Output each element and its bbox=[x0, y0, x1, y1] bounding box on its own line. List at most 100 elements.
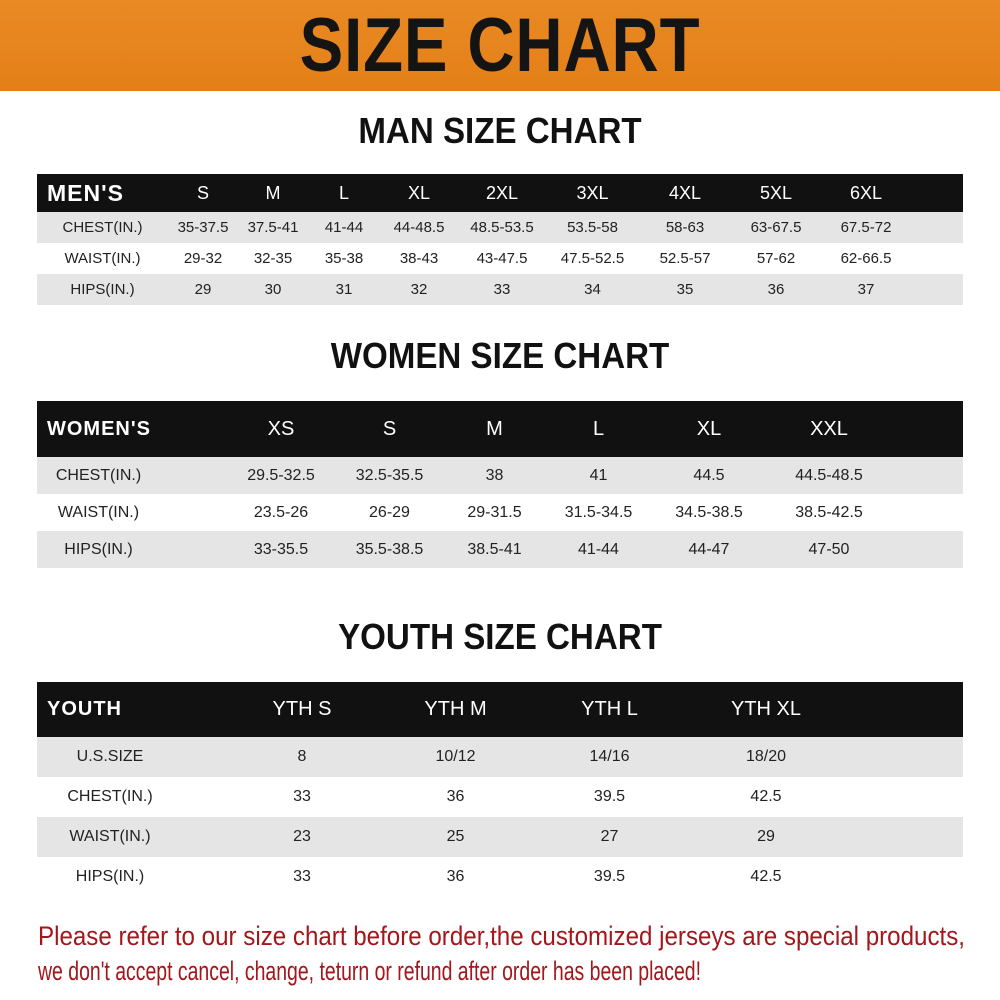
table-row: CHEST(IN.) 29.5-32.5 32.5-35.5 38 41 44.5 44.5… bbox=[37, 457, 963, 494]
table-row: CHEST(IN.) 33 36 39.5 42.5 bbox=[37, 777, 963, 817]
measurement-cell: 43-47.5 bbox=[476, 250, 528, 267]
women-section-title: WOMEN SIZE CHART bbox=[0, 338, 1000, 374]
measurement-cell: 37 bbox=[857, 281, 875, 298]
measurement-cell: 41-44 bbox=[324, 219, 364, 236]
measurement-cell: 38-43 bbox=[399, 250, 439, 267]
size-header: YTH L bbox=[581, 698, 638, 720]
measurement-cell: 33 bbox=[293, 788, 311, 805]
measurement-cell: 36 bbox=[446, 788, 465, 805]
measurement-cell: 10/12 bbox=[435, 748, 476, 765]
measurement-cell: 44.5-48.5 bbox=[795, 466, 863, 484]
size-chart-banner: SIZE CHART bbox=[0, 0, 1000, 91]
measurement-cell: 48.5-53.5 bbox=[470, 219, 534, 236]
youth-section-title: YOUTH SIZE CHART bbox=[0, 619, 1000, 655]
table-row: WAIST(IN.) 29-32 32-35 35-38 38-43 43-47.5 47.… bbox=[37, 243, 963, 274]
measurement-cell: 29 bbox=[194, 281, 212, 298]
size-header: YTH M bbox=[424, 698, 487, 720]
measurement-cell: 47-50 bbox=[808, 540, 850, 558]
measurement-cell: 29.5-32.5 bbox=[247, 466, 315, 484]
table-row: CHEST(IN.) 35-37.5 37.5-41 41-44 44-48.5 48.5… bbox=[37, 212, 963, 243]
size-header: XXL bbox=[810, 417, 848, 440]
measurement-cell: 32.5-35.5 bbox=[355, 466, 424, 484]
size-header: 4XL bbox=[668, 182, 702, 203]
measurement-cell: 23.5-26 bbox=[253, 503, 309, 521]
measurement-cell: 34 bbox=[584, 281, 601, 298]
size-header: YTH S bbox=[272, 698, 332, 720]
table-row: WAIST(IN.) 23.5-26 26-29 29-31.5 31.5-34.5 34… bbox=[37, 494, 963, 531]
table-header-row: YOUTH YTH S YTH M YTH L YTH XL bbox=[37, 682, 963, 737]
measurement-cell: 32 bbox=[410, 281, 428, 298]
measurement-cell: 35-37.5 bbox=[177, 219, 229, 236]
size-header: L bbox=[592, 417, 605, 440]
measurement-cell: 32-35 bbox=[253, 250, 293, 267]
measurement-cell: 42.5 bbox=[750, 868, 782, 885]
measurement-cell: 18/20 bbox=[745, 748, 787, 765]
size-header: XS bbox=[267, 417, 295, 440]
measurement-cell: 52.5-57 bbox=[659, 250, 711, 267]
men-title-text: MAN SIZE CHART bbox=[358, 110, 642, 151]
measurement-cell: 23 bbox=[293, 828, 311, 845]
size-header: M bbox=[265, 182, 281, 203]
size-header: XL bbox=[696, 417, 722, 440]
measurement-cell: 14/16 bbox=[589, 748, 630, 765]
measurement-cell: 44-47 bbox=[688, 540, 730, 558]
table-row: HIPS(IN.) 33 36 39.5 42.5 bbox=[37, 857, 963, 897]
measurement-cell: 44.5 bbox=[693, 466, 725, 484]
youth-title-text: YOUTH SIZE CHART bbox=[338, 616, 662, 657]
measurement-cell: 42.5 bbox=[750, 788, 782, 805]
size-header: S bbox=[382, 417, 397, 440]
measurement-cell: 36 bbox=[767, 281, 785, 298]
table-row: HIPS(IN.) 29 30 31 32 33 34 35 36 37 bbox=[37, 274, 963, 305]
row-label: WAIST(IN.) bbox=[64, 250, 141, 267]
table-header-label: MEN'S bbox=[47, 179, 124, 206]
row-label: U.S.SIZE bbox=[76, 748, 144, 765]
row-label: HIPS(IN.) bbox=[70, 281, 135, 298]
measurement-cell: 47.5-52.5 bbox=[560, 250, 625, 267]
row-label: CHEST(IN.) bbox=[67, 788, 153, 805]
measurement-cell: 67.5-72 bbox=[840, 219, 892, 236]
table-row: WAIST(IN.) 23 25 27 29 bbox=[37, 817, 963, 857]
size-header: S bbox=[196, 182, 209, 203]
measurement-cell: 34.5-38.5 bbox=[675, 503, 743, 521]
measurement-cell: 37.5-41 bbox=[247, 219, 299, 236]
measurement-cell: 38.5-41 bbox=[467, 540, 522, 558]
youth-size-table: YOUTH YTH S YTH M YTH L YTH XL U.S.SIZE 8 10/12… bbox=[37, 682, 963, 897]
row-label: HIPS(IN.) bbox=[64, 540, 133, 558]
row-label: HIPS(IN.) bbox=[75, 868, 145, 885]
size-header: 5XL bbox=[759, 182, 793, 203]
measurement-cell: 39.5 bbox=[593, 868, 626, 885]
measurement-cell: 8 bbox=[297, 748, 307, 765]
men-size-table: MEN'S S M L XL 2XL 3XL 4XL 5XL 6XL CHEST(IN.) 35-37… bbox=[37, 174, 963, 305]
measurement-cell: 38.5-42.5 bbox=[795, 503, 863, 521]
measurement-cell: 58-63 bbox=[665, 219, 705, 236]
main-title: SIZE CHART bbox=[299, 2, 701, 88]
measurement-cell: 30 bbox=[264, 281, 282, 298]
measurement-cell: 41 bbox=[589, 466, 608, 484]
measurement-cell: 31 bbox=[335, 281, 353, 298]
measurement-cell: 29-31.5 bbox=[467, 503, 522, 521]
table-header-label: YOUTH bbox=[47, 698, 122, 720]
measurement-cell: 35.5-38.5 bbox=[355, 540, 424, 558]
measurement-cell: 35 bbox=[676, 281, 694, 298]
women-size-table: WOMEN'S XS S M L XL XXL CHEST(IN.) 29.5-32.5 32.5… bbox=[37, 401, 963, 568]
table-row: U.S.SIZE 8 10/12 14/16 18/20 bbox=[37, 737, 963, 777]
measurement-cell: 33-35.5 bbox=[253, 540, 309, 558]
measurement-cell: 62-66.5 bbox=[840, 250, 892, 267]
size-header: 3XL bbox=[576, 182, 609, 203]
table-header-row: WOMEN'S XS S M L XL XXL bbox=[37, 401, 963, 457]
measurement-cell: 63-67.5 bbox=[750, 219, 802, 236]
table-row: HIPS(IN.) 33-35.5 35.5-38.5 38.5-41 41-44 44-… bbox=[37, 531, 963, 568]
size-header: M bbox=[486, 417, 503, 440]
table-header-row: MEN'S S M L XL 2XL 3XL 4XL 5XL 6XL bbox=[37, 174, 963, 212]
measurement-cell: 53.5-58 bbox=[567, 219, 618, 236]
row-label: CHEST(IN.) bbox=[62, 219, 143, 236]
table-header-label: WOMEN'S bbox=[47, 417, 151, 440]
size-header: XL bbox=[407, 182, 431, 203]
women-title-text: WOMEN SIZE CHART bbox=[330, 335, 670, 376]
measurement-cell: 39.5 bbox=[593, 788, 626, 805]
notice-line-1: Please refer to our size chart before or… bbox=[38, 921, 965, 951]
measurement-cell: 29-32 bbox=[183, 250, 223, 267]
measurement-cell: 27 bbox=[600, 828, 619, 845]
row-label: CHEST(IN.) bbox=[55, 466, 142, 484]
measurement-cell: 35-38 bbox=[324, 250, 364, 267]
